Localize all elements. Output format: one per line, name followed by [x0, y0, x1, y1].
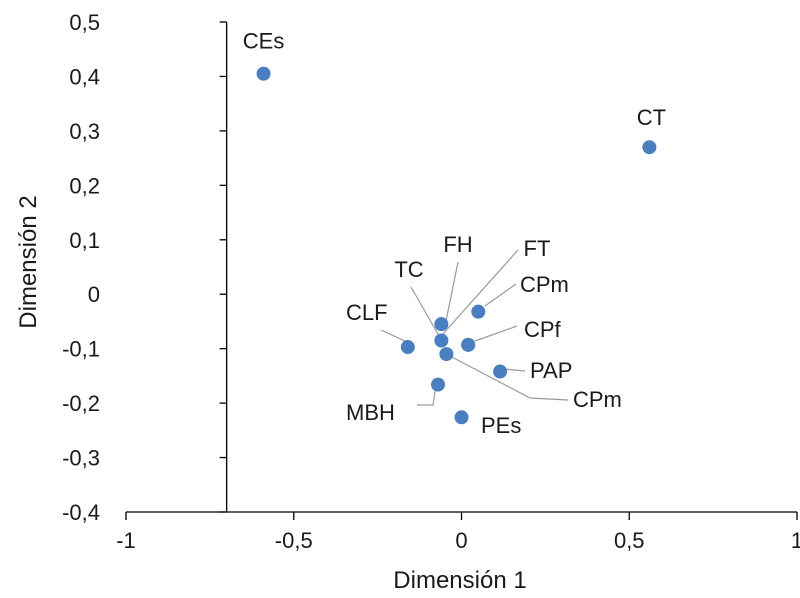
y-tick-label: -0,4 [62, 500, 100, 525]
data-point [642, 140, 657, 155]
point-label: PEs [481, 413, 521, 438]
y-tick-label: -0,3 [62, 446, 100, 471]
y-tick-label: -0,2 [62, 391, 100, 416]
point-label: PAP [530, 358, 572, 383]
point-label: CLF [346, 300, 388, 325]
point-label: TC [394, 257, 423, 282]
x-tick-label: -0,5 [275, 528, 313, 553]
data-point [471, 304, 486, 319]
leader-line [417, 384, 437, 406]
data-point [439, 347, 454, 362]
point-label: CT [637, 105, 666, 130]
y-ticks: 0,5 0,4 0,3 0,2 0,1 0 -0,1 -0,2 -0,3 -0,4 [62, 10, 227, 525]
axes [126, 22, 797, 513]
data-point [461, 337, 476, 352]
point-label: FH [443, 232, 472, 257]
point-label: CPm [573, 387, 622, 412]
leader-line [449, 355, 569, 401]
data-point [434, 333, 449, 348]
data-point [256, 66, 271, 81]
x-tick-label: -1 [116, 528, 136, 553]
y-tick-label: 0,3 [69, 119, 100, 144]
x-ticks: -1 -0,5 0 0,5 1 [116, 512, 800, 553]
data-point [493, 364, 508, 379]
y-tick-label: 0,1 [69, 228, 100, 253]
data-points [256, 66, 657, 425]
leader-line [474, 325, 518, 342]
y-tick-label: 0,4 [69, 64, 100, 89]
leader-lines [380, 249, 569, 406]
data-point [431, 377, 446, 392]
x-tick-label: 0,5 [614, 528, 645, 553]
leader-line [380, 329, 408, 343]
data-point [400, 340, 415, 355]
y-tick-label: 0,2 [69, 173, 100, 198]
data-point [434, 317, 449, 332]
data-point [454, 410, 469, 425]
point-label: CEs [243, 29, 285, 54]
x-axis-title: Dimensión 1 [393, 567, 526, 594]
x-tick-label: 1 [791, 528, 800, 553]
point-label: CPf [524, 317, 562, 342]
point-label: MBH [346, 400, 395, 425]
leader-line [410, 286, 439, 335]
y-tick-label: 0,5 [69, 10, 100, 35]
leader-line [503, 368, 526, 372]
y-tick-label: 0 [88, 282, 100, 307]
y-axis-title: Dimensión 2 [15, 195, 42, 328]
y-tick-label: -0,1 [62, 337, 100, 362]
x-tick-label: 0 [455, 528, 467, 553]
leader-line [444, 261, 459, 327]
point-label: FT [524, 236, 551, 261]
leader-line [484, 283, 517, 307]
leader-line [441, 249, 519, 336]
point-label: CPm [520, 272, 569, 297]
